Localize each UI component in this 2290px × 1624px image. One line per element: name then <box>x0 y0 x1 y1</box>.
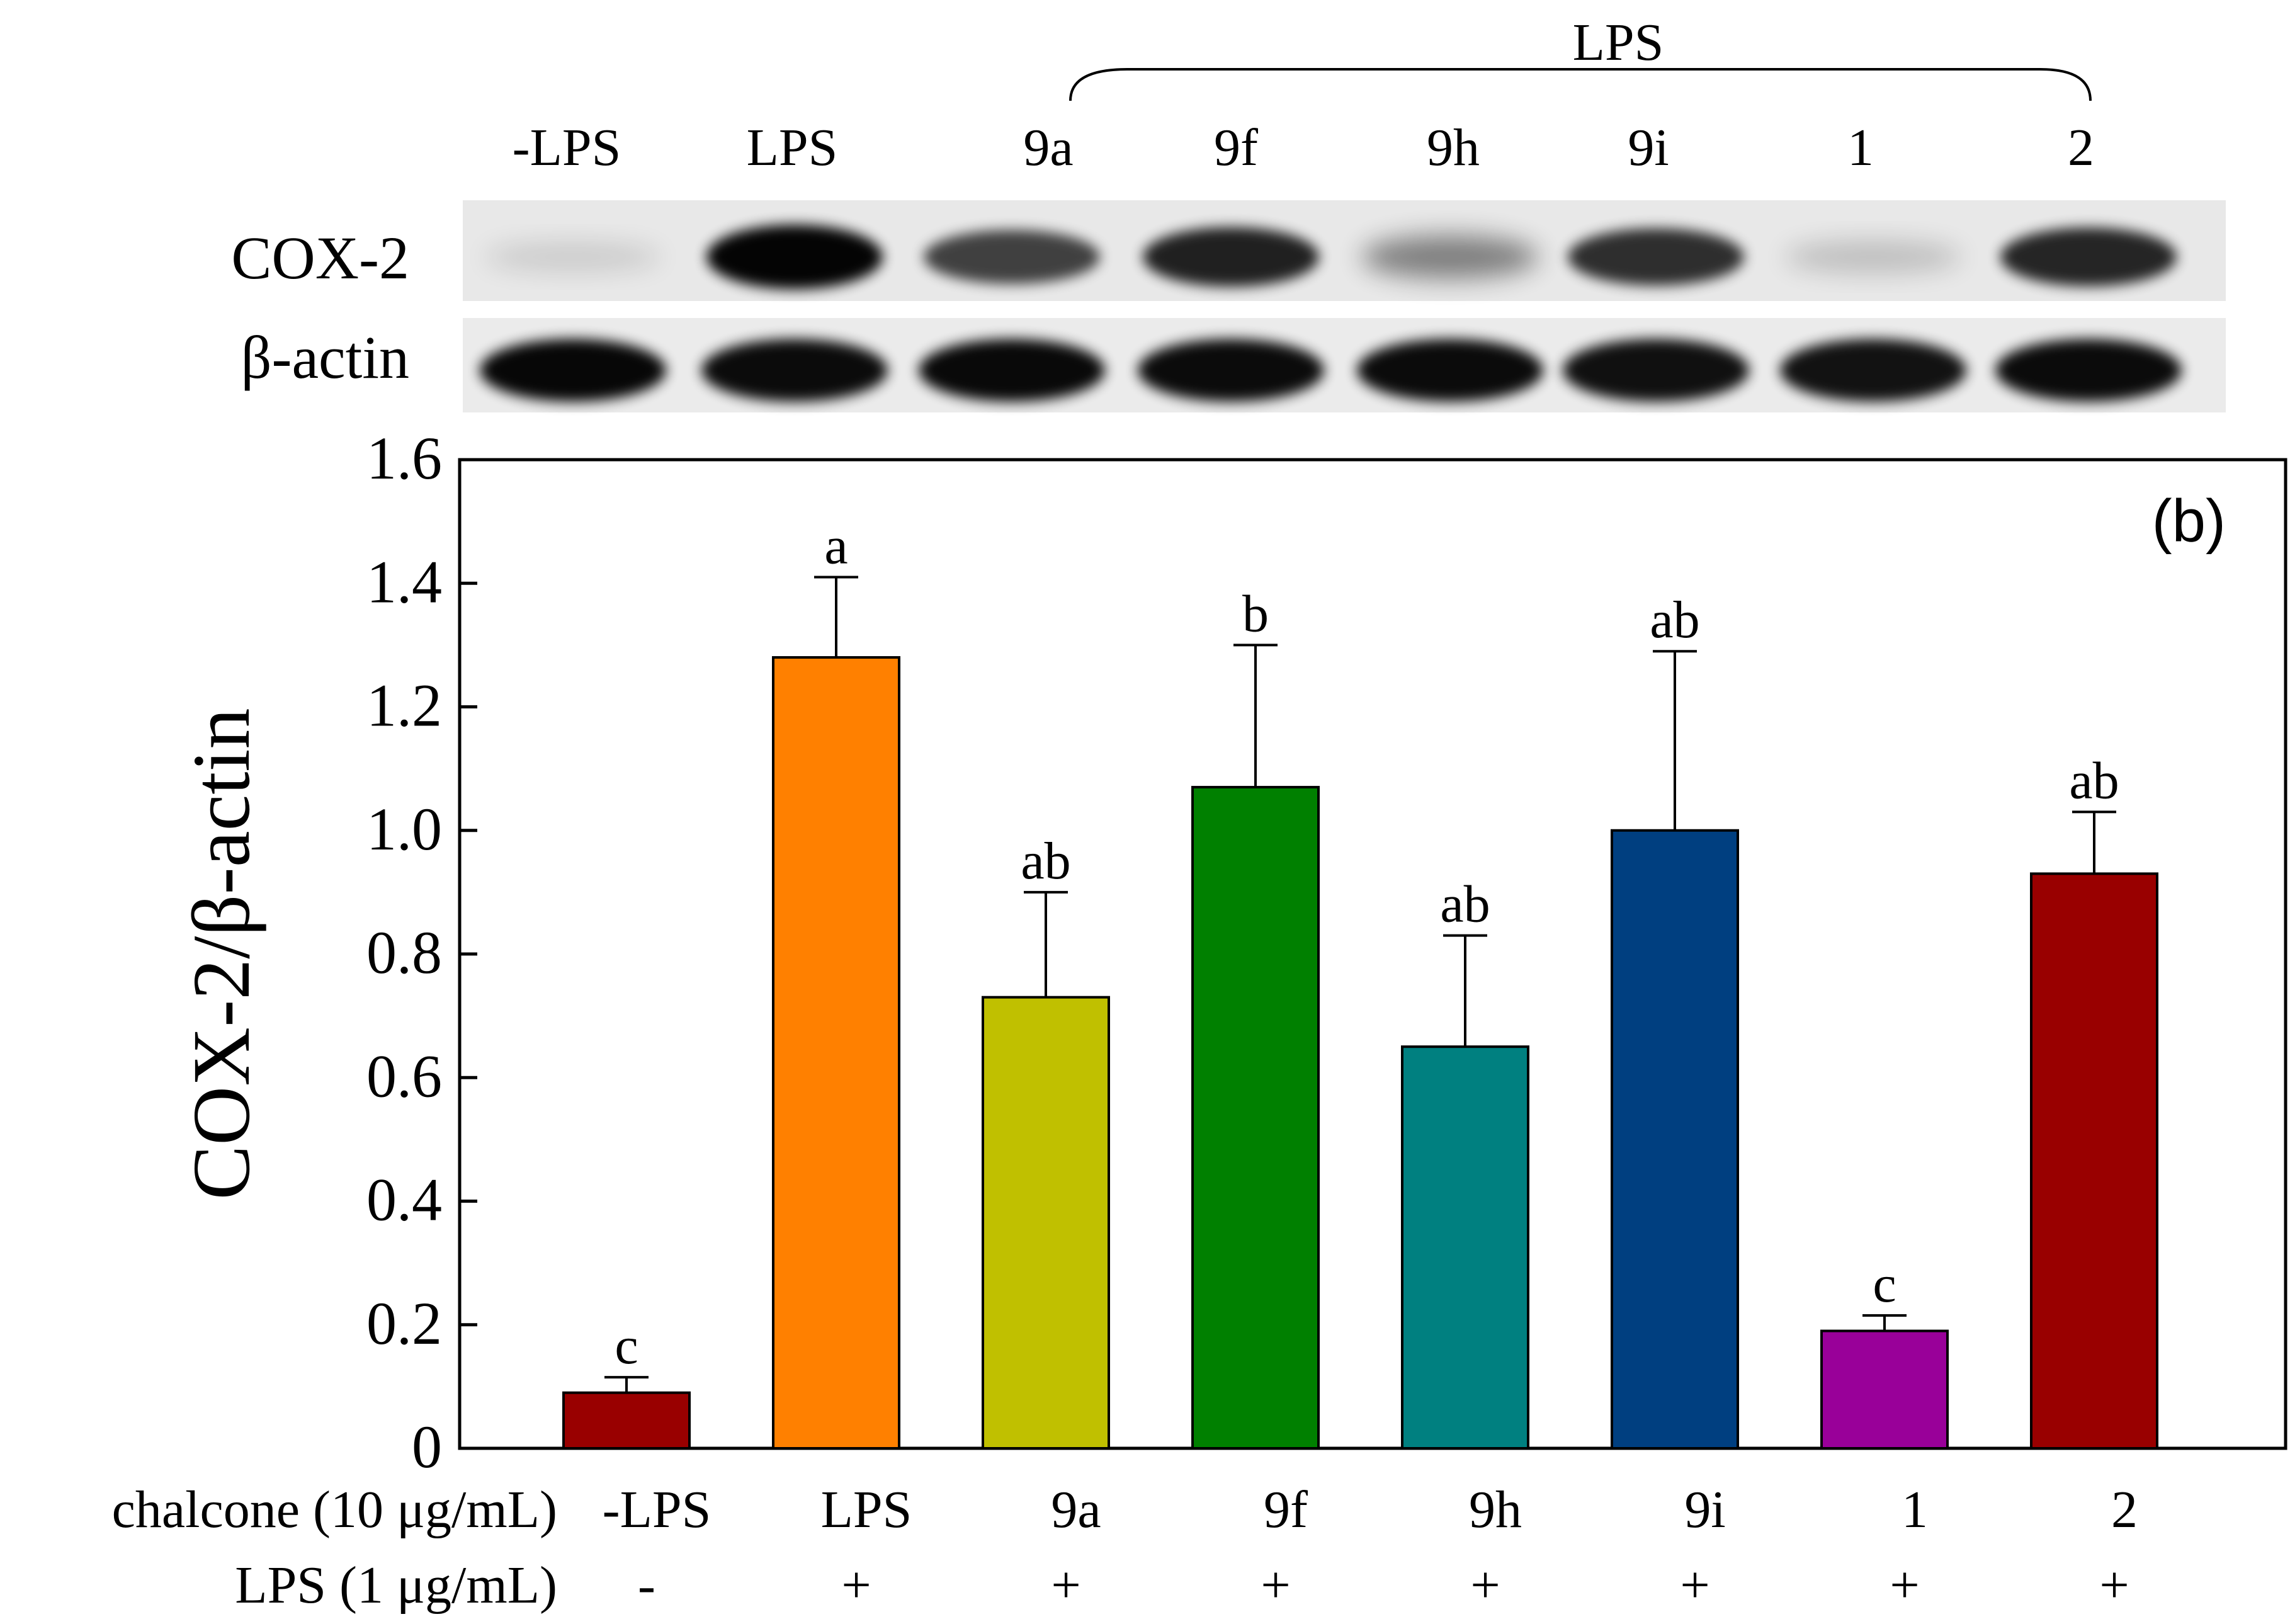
significance-letter: a <box>824 516 847 575</box>
chalcone-row-value: 9i <box>1684 1480 1725 1539</box>
actin-band <box>1357 339 1543 402</box>
y-tick-label: 0 <box>412 1413 442 1480</box>
y-tick-label: 0.2 <box>366 1290 442 1357</box>
actin-band <box>1995 339 2182 402</box>
y-tick-label: 0.6 <box>366 1042 442 1110</box>
chalcone-row-value: 2 <box>2111 1480 2138 1539</box>
chalcone-row: -LPS LPS 9a 9f 9h 9i 1 2 <box>603 1480 2138 1539</box>
lane-label: 9h <box>1427 118 1480 177</box>
lps-row-value: + <box>1051 1556 1080 1615</box>
cox2-band <box>485 242 661 272</box>
chalcone-row-value: LPS <box>821 1480 912 1539</box>
lps-row-value: + <box>1470 1556 1500 1615</box>
bars <box>562 656 2158 1450</box>
bar <box>1401 1045 1529 1450</box>
chalcone-row-value: 9a <box>1051 1480 1101 1539</box>
bar <box>982 996 1110 1450</box>
actin-band <box>480 339 666 402</box>
significance-letters: c a ab b ab ab c ab <box>615 516 2119 1375</box>
actin-band <box>701 339 888 402</box>
y-tick-label: 1.6 <box>366 424 442 492</box>
cox2-band <box>1143 227 1319 287</box>
actin-band <box>1138 339 1324 402</box>
bar <box>1611 829 1739 1450</box>
plot-frame <box>458 458 2287 1450</box>
bar-chart: (b) COX-2/β-actin 0 0.2 0.4 0.6 0.8 1.0 1.2 1.4… <box>112 424 2287 1615</box>
significance-letter: ab <box>1440 875 1490 934</box>
y-axis-title: COX-2/β-actin <box>176 708 267 1200</box>
y-tick-label: 1.0 <box>366 795 442 863</box>
lps-row-value: + <box>2099 1556 2129 1615</box>
chalcone-row-label: chalcone (10 μg/mL) <box>112 1480 557 1539</box>
chalcone-row-value: 9h <box>1469 1480 1522 1539</box>
y-axis-ticks: 0 0.2 0.4 0.6 0.8 1.0 1.2 1.4 1.6 <box>366 424 477 1480</box>
significance-letter: b <box>1242 584 1269 643</box>
y-tick-label: 1.2 <box>366 672 442 739</box>
lane-label: 2 <box>2068 118 2094 177</box>
significance-letter: c <box>1873 1255 1896 1314</box>
lane-label: LPS <box>747 118 838 177</box>
lps-row-value: - <box>638 1556 655 1615</box>
lps-row-value: + <box>1261 1556 1290 1615</box>
cox2-band <box>924 229 1100 285</box>
bar <box>1820 1329 1949 1450</box>
cox2-band <box>706 224 883 290</box>
significance-letter: ab <box>1021 832 1070 890</box>
significance-letter: ab <box>1650 591 1699 649</box>
lps-row-label: LPS (1 μg/mL) <box>235 1556 557 1615</box>
y-tick-label: 0.4 <box>366 1166 442 1234</box>
lane-label: -LPS <box>513 118 621 177</box>
bar <box>772 656 900 1450</box>
actin-band <box>1780 339 1966 402</box>
lps-row-value: + <box>1680 1556 1709 1615</box>
lps-group-brace <box>1069 68 2092 101</box>
lane-label: 9f <box>1214 118 1258 177</box>
panel-label: (b) <box>2152 487 2226 555</box>
blot-row-label-actin: β-actin <box>241 324 409 391</box>
y-tick-label: 0.8 <box>366 919 442 986</box>
lps-row-value: + <box>841 1556 871 1615</box>
significance-letter: ab <box>2069 751 2119 810</box>
actin-band <box>919 339 1105 402</box>
blot-row-label-cox2: COX-2 <box>231 224 409 292</box>
cox2-band <box>1568 228 1744 286</box>
cox2-band <box>2000 227 2177 287</box>
actin-bands <box>480 339 2182 402</box>
lps-group-label: LPS <box>1573 13 1664 72</box>
bar <box>1191 786 1320 1450</box>
western-blot: LPS -LPS LPS 9a 9f 9h 9i 1 2 COX-2 β-actin <box>231 13 2226 412</box>
y-tick-label: 1.4 <box>366 548 442 615</box>
lane-labels: -LPS LPS 9a 9f 9h 9i 1 2 <box>513 118 2094 177</box>
bar <box>2030 872 2158 1450</box>
actin-band <box>1563 339 1749 402</box>
lane-label: 9i <box>1628 118 1669 177</box>
cox2-band <box>1362 235 1538 279</box>
chalcone-row-value: 9f <box>1264 1480 1308 1539</box>
lps-row-value: + <box>1890 1556 1919 1615</box>
bar <box>562 1391 691 1450</box>
significance-letter: c <box>615 1317 638 1375</box>
lane-label: 9a <box>1023 118 1073 177</box>
lps-row: - + + + + + + + <box>638 1556 2129 1615</box>
cox2-bands <box>485 224 2177 290</box>
error-bars <box>604 576 2116 1393</box>
lane-label: 1 <box>1847 118 1874 177</box>
chalcone-row-value: -LPS <box>603 1480 711 1539</box>
chalcone-row-value: 1 <box>1902 1480 1928 1539</box>
cox2-band <box>1785 241 1961 273</box>
